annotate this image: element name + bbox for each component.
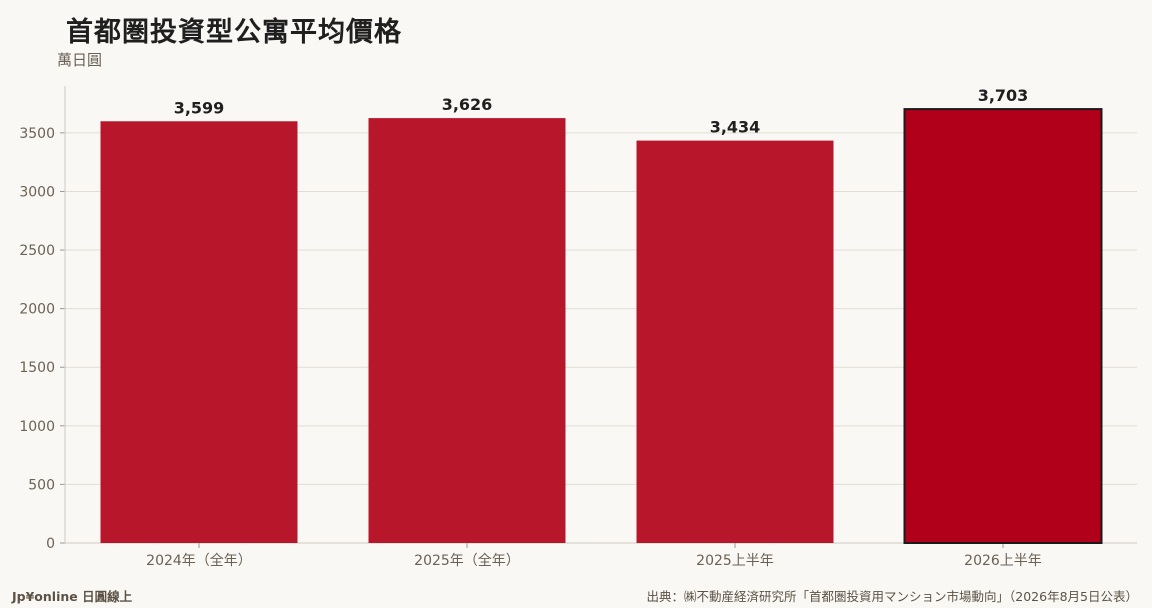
data-label: 3,599 <box>174 98 225 117</box>
data-label: 3,434 <box>710 118 761 137</box>
brand-footer: Jp¥online 日圓線上 <box>12 589 133 604</box>
bar-2 <box>368 118 566 543</box>
x-tick-label: 2025年（全年） <box>414 552 520 569</box>
x-tick-label: 2026上半年 <box>964 553 1042 569</box>
bars <box>100 108 1103 545</box>
chart-title: 首都圏投資型公寓平均價格 <box>66 17 402 48</box>
y-tick-label: 2000 <box>19 302 55 318</box>
bar-3 <box>636 140 834 543</box>
data-label: 3,626 <box>442 95 493 114</box>
y-tick-label: 0 <box>46 536 55 552</box>
bar-4 <box>903 108 1103 545</box>
labels: 3,599 3,626 3,434 3,703 <box>174 86 1029 137</box>
x-tick-label: 2024年（全年） <box>146 552 252 569</box>
y-tick-label: 500 <box>28 477 55 493</box>
y-axis-unit-label: 萬日圓 <box>57 51 103 69</box>
source-footer: 出典：㈱不動産経済研究所「首都圏投資用マンション市場動向」（2026年8月5日公… <box>646 589 1138 604</box>
y-tick-label: 2500 <box>19 243 55 259</box>
y-tick-label: 3500 <box>19 126 55 142</box>
bar-1 <box>100 121 298 543</box>
data-label: 3,703 <box>978 86 1029 105</box>
y-tick-label: 1500 <box>19 360 55 376</box>
y-tick-label: 3000 <box>19 184 55 200</box>
y-tick-label: 1000 <box>19 419 55 435</box>
x-tick-label: 2025上半年 <box>696 553 774 569</box>
